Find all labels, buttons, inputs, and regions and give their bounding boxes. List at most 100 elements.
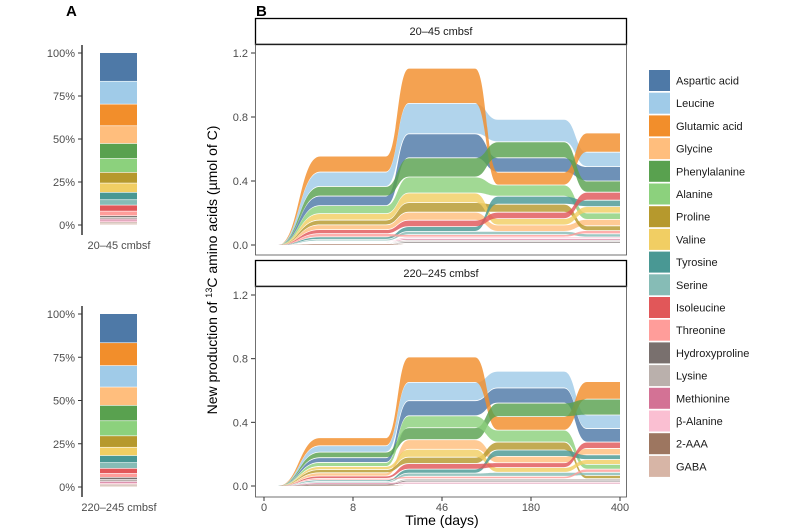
y-tick-label: 0.0 [233, 481, 248, 493]
panel-label-b: B [256, 3, 267, 20]
bar-segment-aspartic-acid [100, 314, 137, 343]
legend-key [649, 160, 670, 182]
y-tick-label: 25% [53, 439, 75, 451]
legend-key [649, 70, 670, 91]
legend-item: Tyrosine [649, 251, 718, 273]
legend-item: Methionine [649, 387, 730, 409]
panel-a-stacked-bars: 0% 25% 50% 75% 100% 0% 25% 50% 75% 100% [47, 45, 137, 497]
bar-segment-lysine [100, 217, 137, 219]
bar-segment-phenylalanine [100, 143, 137, 159]
panel-label-a: A [66, 3, 77, 20]
x-axis-title: Time (days) [405, 512, 478, 528]
bar-segment-glutamic-acid [100, 343, 137, 366]
facet-title-top: 20–45 cmbsf [410, 26, 474, 38]
bar-segment-serine [100, 462, 137, 469]
y-tick-label: 0.0 [233, 240, 248, 252]
ribbon-hydroxyproline [276, 480, 620, 486]
bar-segment-isoleucine [100, 468, 137, 474]
y-tick-label: 0.8 [233, 354, 248, 366]
ribbon-hydroxyproline [276, 242, 620, 245]
legend-item: Proline [649, 206, 710, 228]
plot-panel-border [255, 43, 627, 256]
x-tick-label: 46 [436, 502, 448, 514]
ribbon-serine [276, 472, 620, 486]
legend-item: Leucine [649, 92, 715, 114]
legend-label: Phenylalanine [676, 166, 745, 178]
bar-segment-methionine [100, 219, 137, 221]
bar-segment-valine [100, 447, 137, 456]
y-tick-label: 75% [53, 91, 75, 103]
bar-segment-methionine [100, 481, 137, 483]
y-tick-label: 50% [53, 396, 75, 408]
legend-label: Serine [676, 280, 708, 292]
bar-segment-tyrosine [100, 192, 137, 200]
ribbon-glycine [276, 212, 620, 245]
legend-item: Hydroxyproline [649, 342, 749, 364]
facet-title-bottom: 220–245 cmbsf [403, 268, 479, 280]
legend-label: Threonine [676, 325, 726, 337]
bar-segment-proline [100, 172, 137, 183]
y-tick-label: 0.8 [233, 112, 248, 124]
plot-panel-border [255, 285, 627, 498]
legend-key [649, 92, 670, 114]
ribbon-alanine [276, 416, 620, 486]
ribbon-threonine [276, 231, 620, 245]
bar-segment-isoleucine [100, 205, 137, 211]
bar-segment-glycine [100, 126, 137, 144]
legend-label: Isoleucine [676, 303, 726, 315]
facet-strip-bottom [254, 259, 628, 288]
bar-segment-aspartic-acid [100, 53, 137, 81]
ribbon-isoleucine [276, 442, 620, 486]
bar-segment-serine [100, 200, 137, 205]
legend-item: GABA [649, 455, 707, 477]
ribbon-aspartic-acid [276, 388, 620, 486]
x-tick-label: 0 [261, 502, 267, 514]
ribbon-aspartic-acid [276, 134, 620, 245]
legend-key [649, 228, 670, 250]
legend-label: GABA [676, 461, 707, 473]
legend-key [649, 138, 670, 160]
legend-key [649, 410, 670, 432]
ribbon-lysine [276, 479, 620, 486]
legend-key [649, 319, 670, 341]
legend-item: Glutamic acid [649, 115, 743, 137]
x-tick-label: 8 [350, 502, 356, 514]
bar-segment-2-aaa [100, 222, 137, 224]
ribbon-proline [276, 203, 620, 245]
ribbon-phenylalanine [276, 399, 620, 486]
legend-item: Threonine [649, 319, 726, 341]
bar-segment-proline [100, 436, 137, 447]
bar-segment-leucine [100, 81, 137, 104]
legend-key [649, 455, 670, 477]
legend-key [649, 206, 670, 228]
legend-item: Lysine [649, 365, 707, 387]
bar-segment-tyrosine [100, 455, 137, 463]
y-tick-label: 100% [47, 48, 75, 60]
legend-key [649, 342, 670, 364]
bar-label-bottom: 220–245 cmbsf [81, 502, 157, 514]
legend-label: Aspartic acid [676, 76, 739, 88]
bar-segment-leucine [100, 365, 137, 387]
ribbon-glycine [276, 440, 620, 486]
ribbon-valine [276, 193, 620, 245]
ribbon-glutamic-acid [276, 357, 620, 486]
bar-segment-gaba [100, 223, 137, 225]
bar-segment-valine [100, 183, 137, 193]
ribbon-threonine [276, 469, 620, 486]
ribbon-methionine [276, 239, 620, 245]
legend-item: 2-AAA [649, 433, 708, 455]
y-tick-label: 1.2 [233, 48, 248, 60]
legend-label: β-Alanine [676, 416, 723, 428]
y-tick-label: 0.4 [233, 176, 248, 188]
legend-key [649, 297, 670, 318]
bar-label-top: 20–45 cmbsf [88, 240, 152, 252]
ribbon-glutamic-acid [276, 68, 620, 245]
y-tick-label: 75% [53, 352, 75, 364]
bar-segment-lysine [100, 479, 137, 482]
legend-label: Tyrosine [676, 257, 718, 269]
bar-segment--alanine [100, 221, 137, 222]
bar-segment-threonine [100, 211, 137, 216]
legend-label: Glycine [676, 144, 713, 156]
ribbon-lysine [276, 240, 620, 245]
legend-label: Leucine [676, 98, 715, 110]
